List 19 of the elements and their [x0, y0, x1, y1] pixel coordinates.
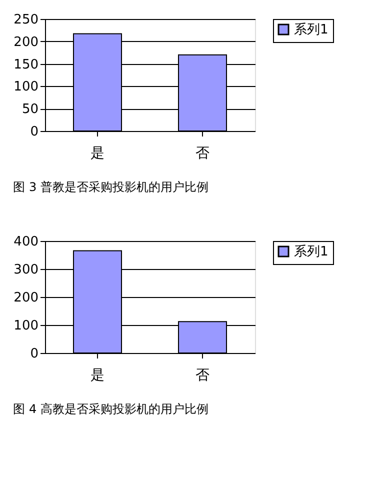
y-tick-label: 300 [14, 262, 38, 278]
x-tick-label: 否 [196, 368, 210, 384]
y-tick-label: 100 [14, 80, 38, 95]
x-tick-label: 是 [90, 368, 104, 384]
y-tick-label: 150 [14, 57, 38, 72]
x-tick-label: 是 [90, 146, 104, 162]
y-tick-label: 200 [14, 34, 38, 50]
y-tick-label: 250 [14, 12, 38, 28]
legend-label: 系列1 [294, 244, 328, 260]
x-tick-label: 否 [196, 146, 210, 162]
caption: 图 4 高教是否采购投影机的用户比例 [13, 402, 208, 416]
y-tick-label: 100 [14, 318, 38, 334]
y-tick-label: 50 [22, 102, 38, 118]
legend-label: 系列1 [294, 22, 328, 38]
y-tick-label: 0 [30, 346, 38, 362]
caption: 图 3 普教是否采购投影机的用户比例 [13, 180, 208, 194]
y-tick-label: 200 [14, 290, 38, 306]
y-tick-label: 0 [30, 124, 38, 140]
y-tick-label: 400 [14, 234, 38, 250]
